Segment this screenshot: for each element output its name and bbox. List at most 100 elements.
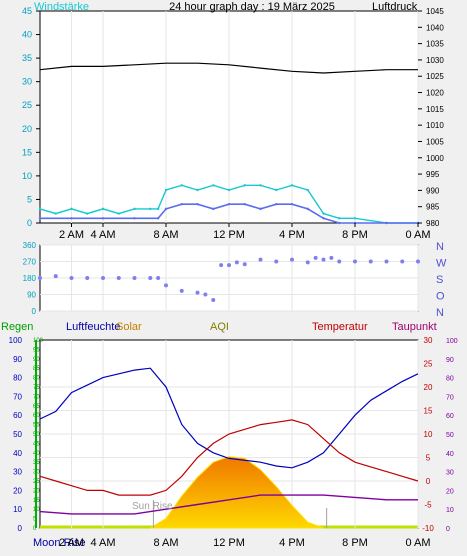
time-tick-label: 4 AM: [90, 229, 115, 241]
wind-tick-label: 40: [22, 30, 32, 40]
wind-gust-point: [259, 184, 262, 187]
humidity-tick-label: 70: [13, 392, 22, 401]
temperature-tick-label: 0: [426, 477, 431, 486]
pressure-axis-label: Luftdruck: [372, 1, 418, 13]
solar-area: [150, 456, 324, 529]
right-tick-label: 20: [446, 488, 454, 495]
wind-gust-point: [227, 188, 231, 192]
wind-gust-point: [243, 184, 246, 187]
wind-average-point: [133, 217, 136, 220]
compass-label: N: [436, 241, 444, 253]
climate-panel: 0102030405060708090100051015202530354045…: [0, 318, 467, 556]
right-tick-label: 30: [446, 470, 454, 477]
direction-point: [368, 259, 373, 264]
pressure-line: [39, 62, 418, 74]
temperature-line: [39, 419, 419, 496]
direction-point: [85, 276, 90, 280]
climate-time-label: 4 PM: [279, 537, 305, 549]
wind-average-point: [101, 217, 105, 220]
wind-pressure-ticks: 0510152025303540459809859909951000100510…: [22, 6, 444, 241]
wind-gust-point: [275, 188, 278, 192]
pressure-tick-label: 1000: [426, 154, 444, 163]
legend-item: Temperatur: [312, 321, 368, 333]
rain-tick-label: 0: [33, 526, 37, 532]
wind-average-point: [227, 202, 231, 206]
right-tick-label: 50: [446, 432, 454, 439]
humidity-line: [39, 367, 419, 469]
wind-gust-point: [54, 212, 57, 215]
pressure-tick-label: 980: [426, 219, 440, 228]
humidity-tick-label: 100: [9, 336, 23, 345]
direction-point: [321, 257, 326, 262]
climate-time-label: 8 AM: [153, 537, 178, 549]
right-tick-label: 70: [446, 394, 454, 401]
time-tick-label: 0 AM: [405, 229, 430, 241]
rain-tick-label: 100: [33, 338, 44, 344]
temperature-tick-label: 25: [424, 360, 433, 369]
pressure-tick-label: 1020: [426, 89, 444, 98]
time-tick-label: 12 PM: [213, 229, 245, 241]
humidity-tick-label: 30: [13, 468, 22, 477]
wind-gust-point: [149, 207, 152, 211]
right-tick-label: 60: [446, 413, 454, 420]
wind-gust-point: [212, 184, 215, 187]
time-tick-label: 4 PM: [279, 229, 305, 241]
wind-gust-point: [86, 212, 89, 215]
wind-pressure-panel: 0510152025303540459809859909951000100510…: [0, 0, 467, 241]
wind-gust-point: [180, 184, 183, 187]
direction-point: [203, 292, 208, 297]
wind-average-point: [70, 217, 73, 220]
direction-point: [353, 259, 357, 264]
climate-time-label: 0 AM: [405, 537, 430, 549]
legend-item: Taupunkt: [392, 321, 437, 333]
climate-time-label: 4 AM: [90, 537, 115, 549]
direction-point: [313, 255, 318, 260]
wind-average-line: [40, 203, 418, 224]
wind-average-point: [259, 207, 262, 211]
direction-point: [53, 274, 58, 279]
direction-point: [384, 259, 389, 264]
wind-tick-label: 35: [22, 53, 32, 63]
wind-gust-point: [306, 188, 309, 192]
time-tick-label: 8 PM: [342, 229, 368, 241]
wind-gust-point: [338, 217, 341, 220]
climate-series: [39, 367, 419, 529]
wind-tick-label: 20: [22, 124, 32, 134]
legend-item: Regen: [1, 321, 33, 333]
wind-average-point: [180, 202, 183, 206]
direction-point: [116, 276, 121, 280]
direction-tick-label: 0: [32, 307, 37, 316]
wind-gust-point: [353, 217, 357, 220]
time-tick-label: 8 AM: [153, 229, 178, 241]
wind-pressure-series: [38, 62, 420, 225]
wind-average-point: [38, 217, 42, 220]
direction-point: [234, 260, 239, 265]
humidity-tick-label: 10: [13, 505, 22, 514]
pressure-tick-label: 1015: [426, 105, 444, 114]
wind-tick-label: 25: [22, 100, 32, 110]
temperature-tick-label: 30: [424, 336, 433, 345]
right-tick-label: 100: [446, 338, 458, 345]
wind-tick-label: 45: [22, 6, 32, 16]
dewpoint-line: [39, 494, 418, 515]
compass-label: N: [436, 307, 444, 319]
direction-tick-label: 360: [23, 241, 37, 250]
temperature-tick-label: 5: [426, 454, 431, 463]
legend-item: Luftfeuchte: [66, 321, 120, 333]
climate-time-label: 12 PM: [213, 537, 245, 549]
direction-point: [179, 288, 184, 293]
wind-tick-label: 0: [27, 218, 32, 228]
wind-average-point: [290, 202, 294, 206]
pressure-tick-label: 1005: [426, 137, 444, 146]
direction-point: [305, 260, 310, 265]
direction-point: [132, 276, 137, 280]
wind-axis-label: Windstärke: [34, 1, 89, 13]
temperature-tick-label: -5: [424, 501, 432, 510]
sun-rise-annotation: Sun Rise: [132, 501, 173, 512]
wind-pressure-grid: [71, 11, 419, 223]
wind-gust-point: [101, 207, 105, 211]
pressure-tick-label: 1045: [426, 7, 444, 16]
direction-tick-label: 90: [27, 291, 36, 300]
pressure-tick-label: 1030: [426, 56, 444, 65]
